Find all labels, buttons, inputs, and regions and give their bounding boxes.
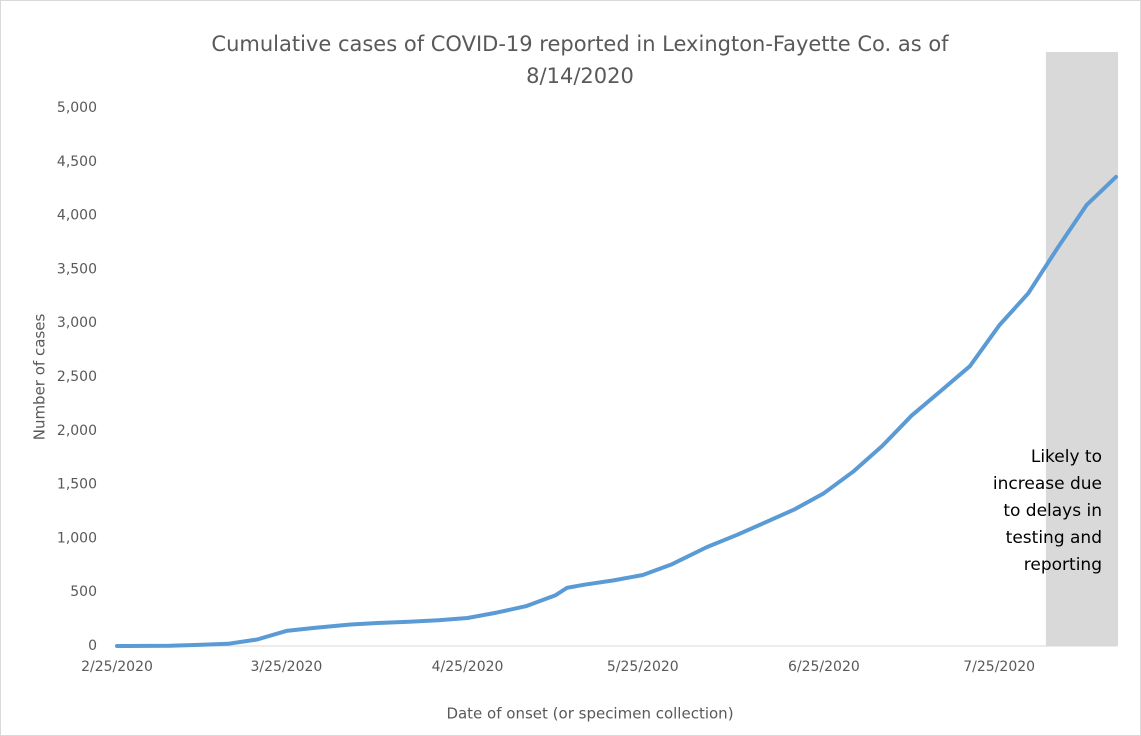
annotation: increase due: [993, 474, 1102, 494]
y-tick-label: 3,000: [57, 315, 97, 331]
y-tick-label: 2,000: [57, 423, 97, 439]
y-tick-label: 500: [70, 584, 97, 600]
x-tick-label: 6/25/2020: [788, 659, 860, 675]
chart-title: Cumulative cases of COVID-19 reported in…: [211, 32, 949, 56]
y-tick-label: 2,500: [57, 369, 97, 385]
y-tick-label: 1,500: [57, 477, 97, 493]
annotation: Likely to: [1031, 447, 1102, 467]
chart-title: 8/14/2020: [526, 64, 634, 88]
x-axis-label: Date of onset (or specimen collection): [446, 705, 733, 723]
y-tick-label: 4,000: [57, 208, 97, 224]
y-tick-label: 1,000: [57, 530, 97, 546]
x-tick-label: 7/25/2020: [963, 659, 1035, 675]
y-tick-label: 5,000: [57, 100, 97, 116]
annotation: to delays in: [1003, 501, 1102, 521]
y-axis-label: Number of cases: [31, 314, 49, 441]
annotation: reporting: [1024, 555, 1102, 575]
shaded-region: [1045, 52, 1118, 646]
x-tick-label: 3/25/2020: [251, 659, 323, 675]
x-tick-label: 5/25/2020: [607, 659, 679, 675]
data-line: [115, 174, 1118, 648]
annotation: testing and: [1006, 528, 1102, 548]
y-tick-label: 4,500: [57, 154, 97, 170]
x-tick-label: 2/25/2020: [81, 659, 153, 675]
y-tick-label: 0: [88, 638, 97, 654]
y-tick-label: 3,500: [57, 261, 97, 277]
x-tick-label: 4/25/2020: [432, 659, 504, 675]
